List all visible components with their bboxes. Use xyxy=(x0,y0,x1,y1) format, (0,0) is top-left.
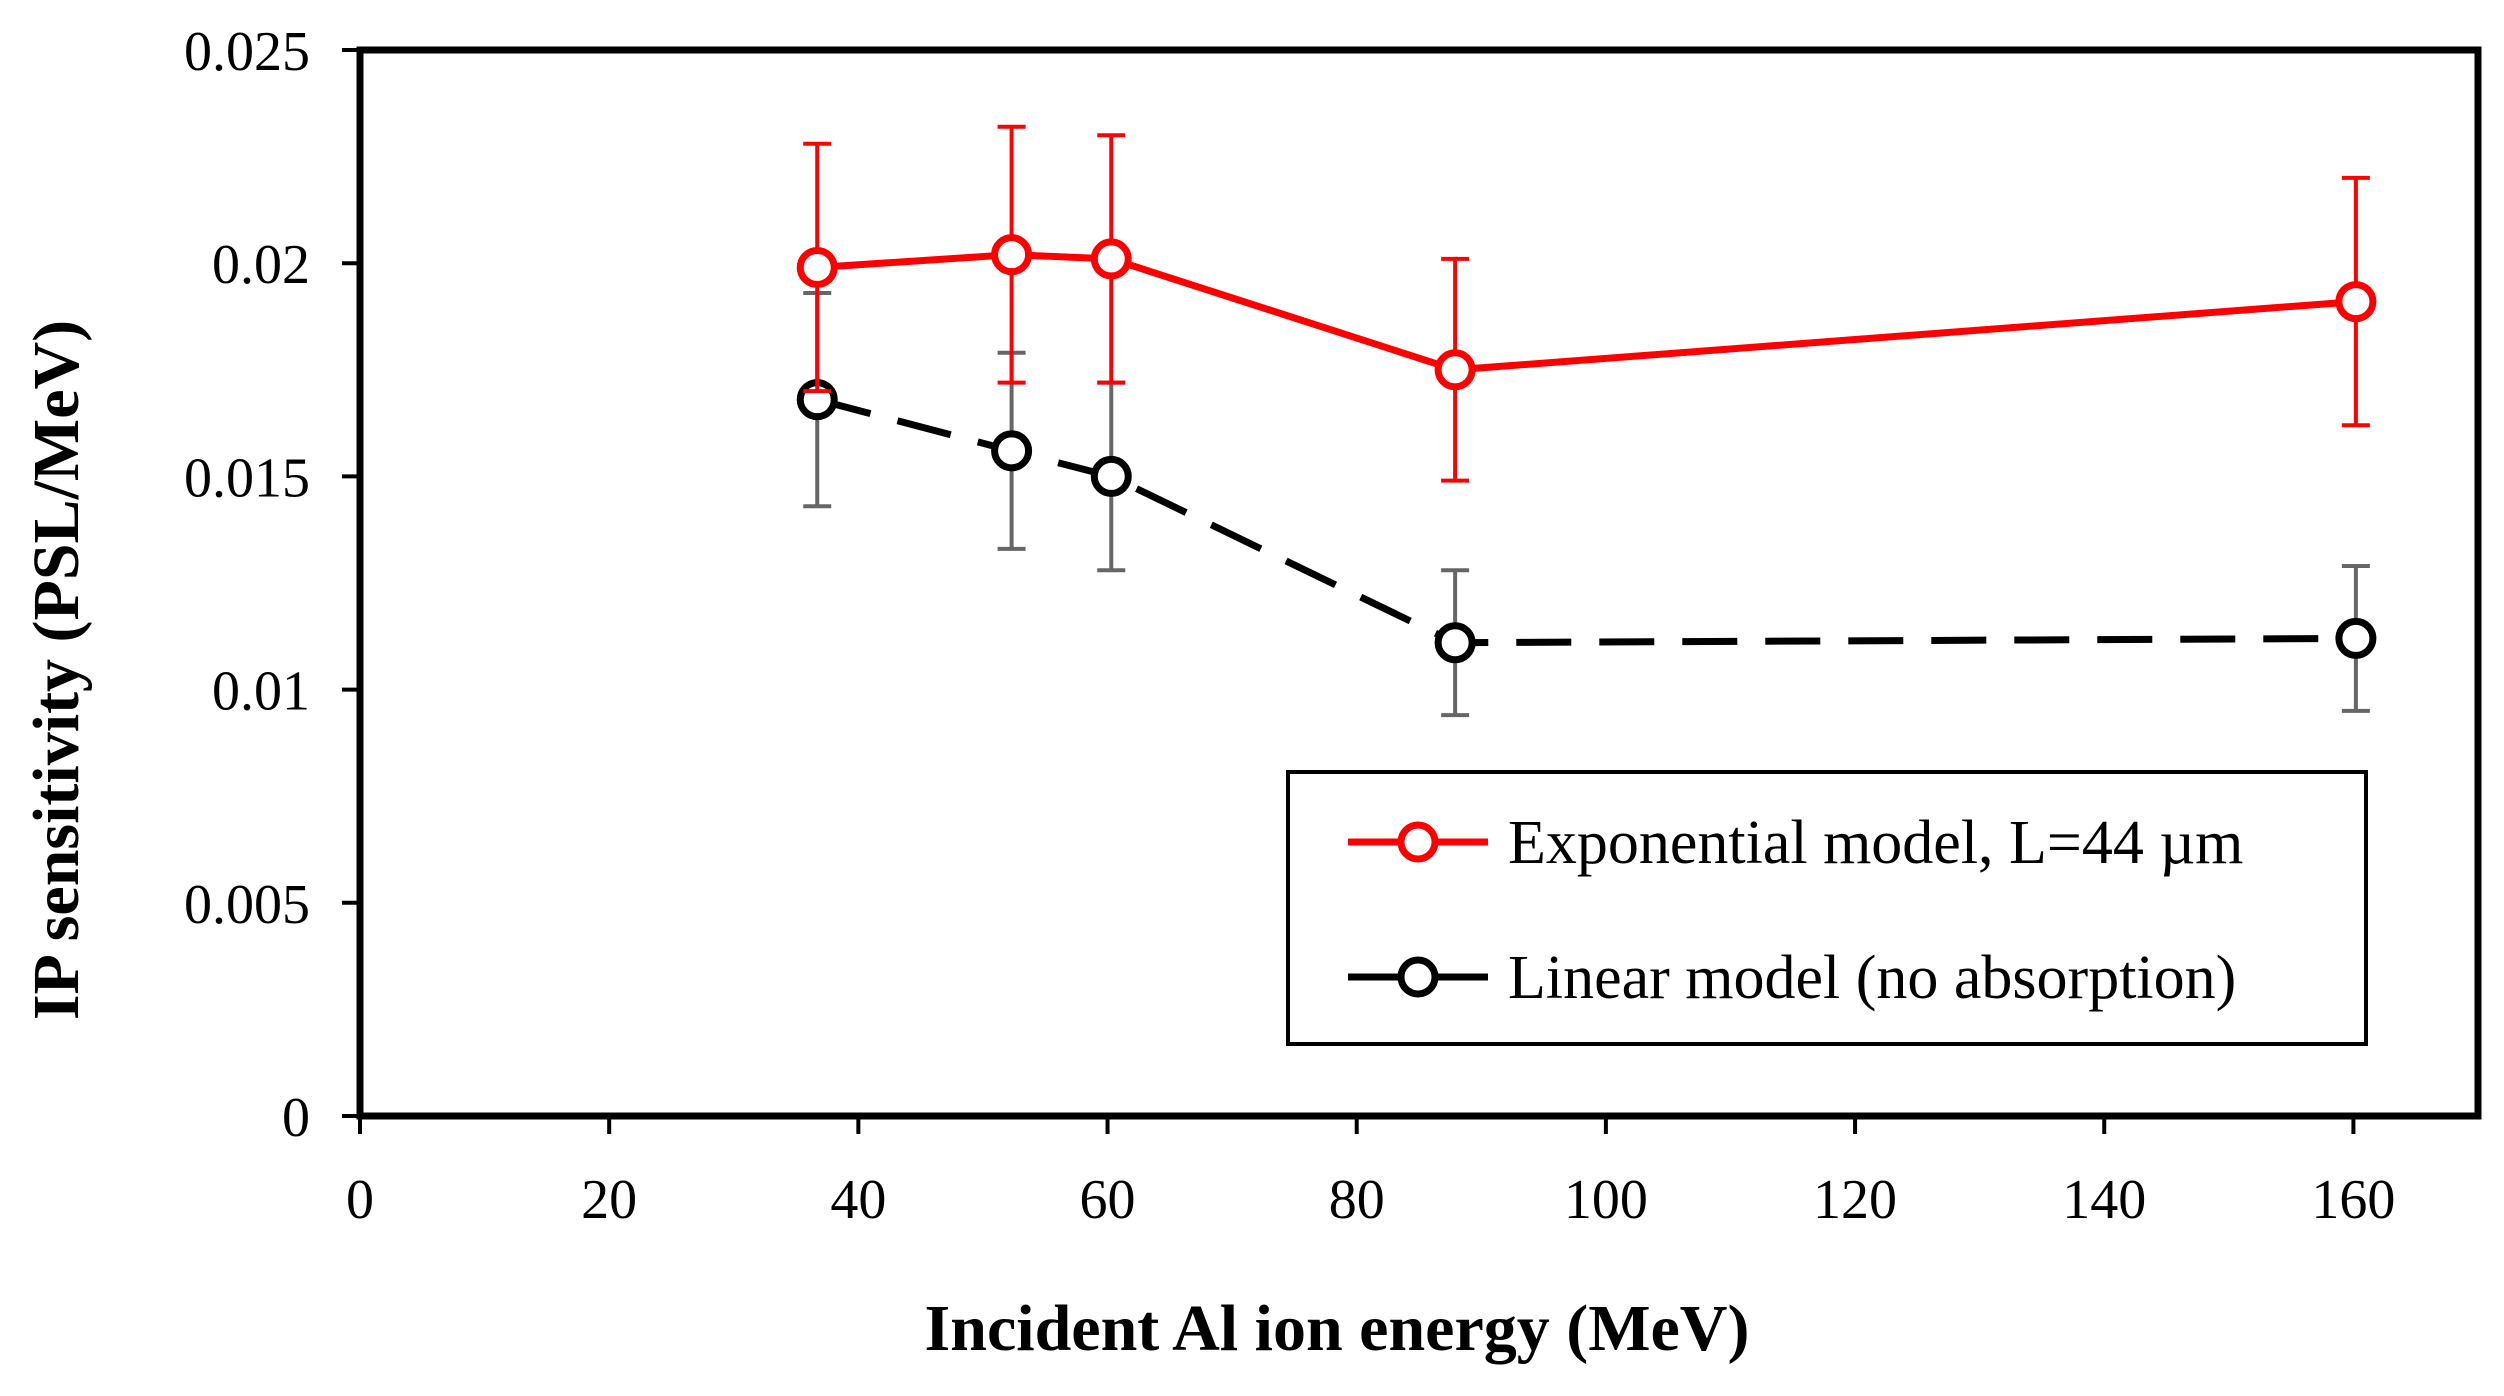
x-axis-title: Incident Al ion energy (MeV) xyxy=(925,1292,1750,1365)
legend-entry-1: Linear model (no absorption) xyxy=(1348,944,2236,1012)
x-tick-label-4: 80 xyxy=(1329,1169,1385,1231)
x-tick-label-3: 60 xyxy=(1080,1169,1136,1231)
y-tick-label-4: 0.02 xyxy=(212,234,310,296)
legend-entry-0: Exponential model, L=44 µm xyxy=(1348,809,2243,877)
data-point-1-2 xyxy=(1090,455,1132,497)
x-tick-label-0: 0 xyxy=(346,1169,374,1231)
data-point-0-1 xyxy=(991,234,1033,276)
y-tick-label-1: 0.005 xyxy=(184,874,310,936)
series-0 xyxy=(796,124,2377,483)
y-axis-title: IP sensitivity (PSL/MeV) xyxy=(20,320,93,1020)
data-point-0-2 xyxy=(1090,238,1132,280)
x-tick-label-2: 40 xyxy=(830,1169,886,1231)
plot-frame xyxy=(356,46,2482,1120)
y-tick-label-5: 0.025 xyxy=(184,21,310,83)
series-layer xyxy=(796,124,2377,718)
legend-label-0: Exponential model, L=44 µm xyxy=(1508,809,2243,877)
data-point-0-4 xyxy=(2335,281,2377,323)
series-line-1 xyxy=(816,396,2356,647)
legend-label-1: Linear model (no absorption) xyxy=(1508,944,2236,1012)
x-tick-label-7: 140 xyxy=(2062,1169,2146,1231)
data-point-1-1 xyxy=(991,430,1033,472)
legend: Exponential model, L=44 µm Linear model (… xyxy=(1286,770,2368,1046)
data-point-1-3 xyxy=(1434,622,1476,664)
legend-swatch-marker xyxy=(1397,821,1439,863)
y-tick-label-2: 0.01 xyxy=(212,661,310,723)
legend-box xyxy=(1286,770,2368,1046)
data-point-1-4 xyxy=(2335,617,2377,659)
x-tick-label-5: 100 xyxy=(1564,1169,1648,1231)
legend-swatch-marker xyxy=(1397,956,1439,998)
data-point-0-0 xyxy=(796,246,838,288)
x-tick-label-8: 160 xyxy=(2311,1169,2395,1231)
x-tick-label-1: 20 xyxy=(581,1169,637,1231)
axes: 0 20 40 60 80 100 120 140 160 0 0.005 0.01 0.015 0.02… xyxy=(184,21,2482,1231)
series-line-0 xyxy=(817,251,2357,374)
y-tick-label-3: 0.015 xyxy=(184,447,310,509)
x-tick-label-6: 120 xyxy=(1813,1169,1897,1231)
data-point-0-3 xyxy=(1434,349,1476,391)
y-tick-label-0: 0 xyxy=(282,1087,310,1149)
